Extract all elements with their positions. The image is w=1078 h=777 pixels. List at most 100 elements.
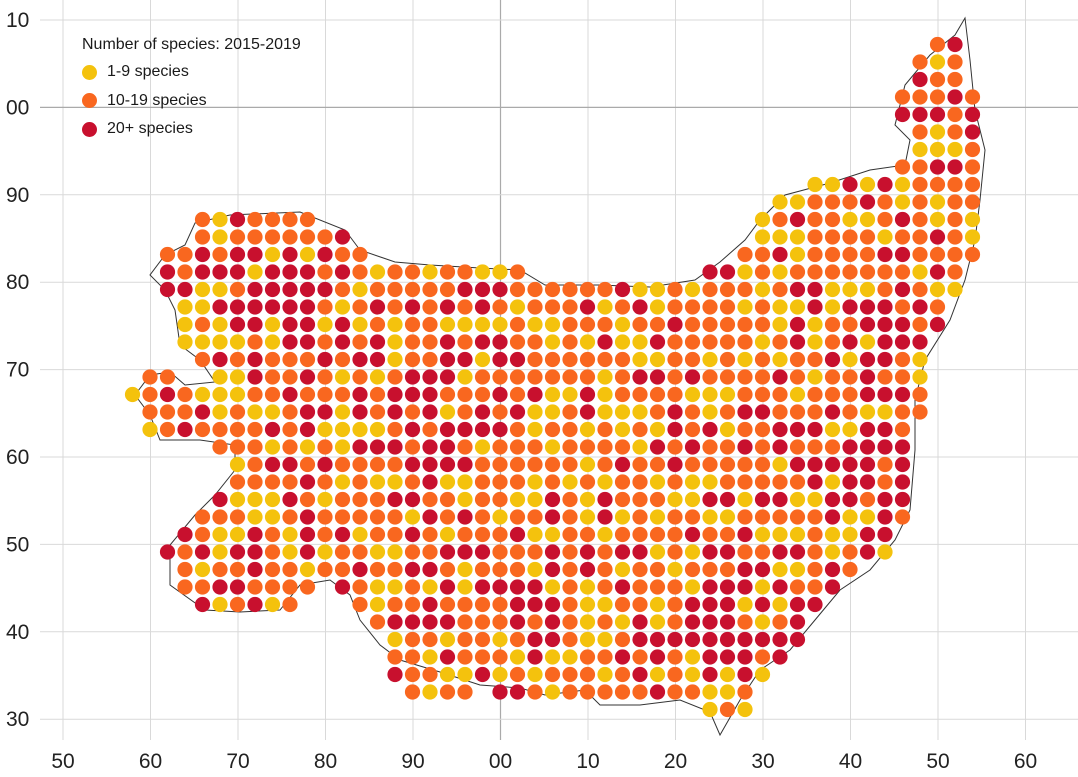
species-dot bbox=[824, 526, 841, 543]
species-dot bbox=[159, 386, 176, 403]
species-dot bbox=[194, 386, 211, 403]
species-dot bbox=[737, 316, 753, 333]
species-dot bbox=[474, 421, 491, 438]
species-dot bbox=[912, 229, 928, 245]
species-dot bbox=[457, 649, 473, 665]
species-dot bbox=[212, 316, 228, 333]
species-dot bbox=[789, 369, 806, 385]
species-dot bbox=[684, 631, 701, 648]
species-dot bbox=[474, 526, 491, 543]
species-dot bbox=[684, 404, 701, 420]
species-dot bbox=[737, 701, 753, 718]
species-dot bbox=[527, 404, 543, 420]
species-dot bbox=[614, 526, 631, 543]
species-dot bbox=[142, 386, 158, 403]
species-dot bbox=[247, 544, 263, 560]
species-dot bbox=[684, 421, 701, 438]
species-dot bbox=[912, 369, 928, 385]
species-dot bbox=[737, 474, 753, 490]
species-dot bbox=[194, 509, 211, 525]
species-dot bbox=[824, 579, 841, 595]
species-dot bbox=[509, 264, 526, 280]
y-tick-label: 70 bbox=[6, 359, 29, 382]
species-dot bbox=[614, 299, 631, 315]
species-dot bbox=[422, 334, 438, 350]
species-dot bbox=[212, 351, 228, 368]
species-dot bbox=[859, 421, 876, 438]
species-dot bbox=[509, 281, 526, 298]
species-dot bbox=[859, 281, 876, 298]
species-dot bbox=[579, 649, 596, 665]
species-dot bbox=[947, 54, 963, 70]
species-dot bbox=[562, 614, 578, 630]
species-dot bbox=[334, 509, 351, 525]
species-dot bbox=[912, 334, 928, 350]
species-dot bbox=[737, 334, 753, 350]
species-dot bbox=[579, 491, 596, 508]
species-dot bbox=[474, 509, 491, 525]
species-dot bbox=[649, 316, 666, 333]
species-dot bbox=[282, 526, 298, 543]
species-dot bbox=[824, 229, 841, 245]
species-dot bbox=[474, 614, 491, 630]
x-tick-label: 30 bbox=[751, 750, 774, 773]
species-dot bbox=[194, 561, 211, 578]
species-dot bbox=[632, 456, 648, 473]
species-dot bbox=[299, 544, 316, 560]
species-dot bbox=[229, 456, 246, 473]
species-dot bbox=[807, 491, 823, 508]
y-tick-label: 00 bbox=[6, 96, 29, 119]
species-dot bbox=[422, 439, 438, 455]
species-dot bbox=[509, 369, 526, 385]
species-dot bbox=[317, 351, 333, 368]
species-dot bbox=[772, 264, 788, 280]
species-dot bbox=[247, 491, 263, 508]
species-dot bbox=[299, 579, 316, 595]
species-dot bbox=[387, 439, 403, 455]
species-dot bbox=[387, 596, 403, 613]
species-dot bbox=[719, 369, 736, 385]
species-dot bbox=[754, 666, 771, 683]
species-dot bbox=[614, 579, 631, 595]
species-dot bbox=[264, 264, 281, 280]
species-dot bbox=[544, 456, 561, 473]
species-dot bbox=[299, 334, 316, 350]
species-dot bbox=[842, 404, 858, 420]
species-dot bbox=[737, 404, 753, 420]
species-dot bbox=[317, 474, 333, 490]
species-dot bbox=[299, 421, 316, 438]
species-dot bbox=[369, 596, 386, 613]
species-dot bbox=[667, 666, 683, 683]
species-dot bbox=[527, 421, 543, 438]
species-dot bbox=[737, 491, 753, 508]
species-dot bbox=[579, 474, 596, 490]
species-dot bbox=[194, 351, 211, 368]
species-dot bbox=[824, 281, 841, 298]
legend-label-mid: 10-19 species bbox=[107, 91, 207, 109]
species-dot bbox=[387, 526, 403, 543]
species-dot bbox=[579, 456, 596, 473]
species-dot bbox=[492, 666, 508, 683]
species-dot bbox=[282, 474, 298, 490]
species-dot bbox=[597, 631, 613, 648]
species-dot bbox=[422, 421, 438, 438]
species-dot bbox=[509, 684, 526, 700]
species-dot bbox=[807, 229, 823, 245]
species-dot bbox=[352, 386, 368, 403]
species-dot bbox=[842, 386, 858, 403]
species-dot bbox=[859, 491, 876, 508]
species-dot bbox=[737, 456, 753, 473]
species-dot bbox=[387, 474, 403, 490]
species-dot bbox=[859, 299, 876, 315]
species-dot bbox=[352, 334, 368, 350]
y-tick-label: 60 bbox=[6, 446, 29, 469]
species-dot bbox=[264, 526, 281, 543]
species-dot bbox=[527, 491, 543, 508]
species-dot bbox=[719, 264, 736, 280]
species-dot bbox=[877, 211, 893, 228]
species-dot bbox=[702, 614, 718, 630]
species-dot bbox=[649, 596, 666, 613]
species-dot bbox=[684, 316, 701, 333]
species-dot bbox=[527, 526, 543, 543]
species-dot bbox=[754, 246, 771, 263]
